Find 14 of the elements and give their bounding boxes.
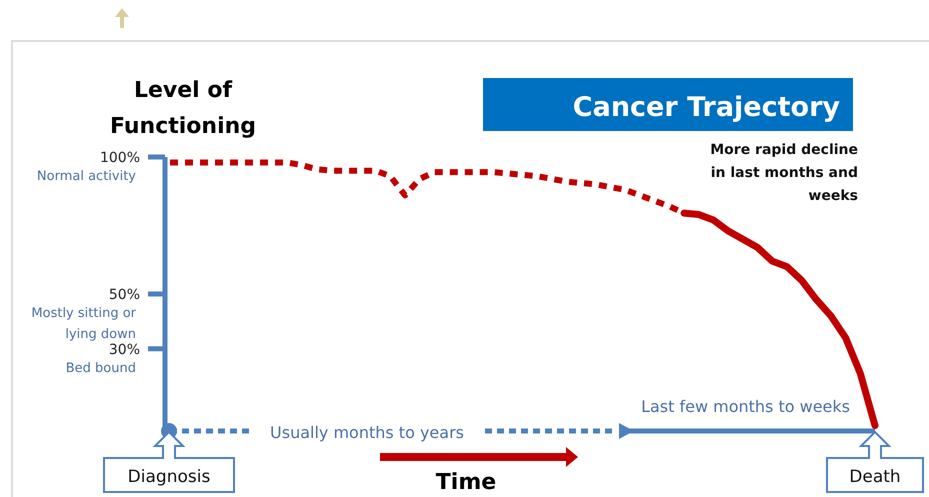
text: Mostly sitting or lying down xyxy=(31,306,137,342)
chart-title: Cancer Trajectory xyxy=(572,92,840,123)
y-tick-label: 50% xyxy=(108,287,140,303)
annotation: Last few months to weeks xyxy=(641,397,850,416)
text: Normal activity xyxy=(36,169,136,184)
text: Time xyxy=(436,470,496,495)
text: Diagnosis xyxy=(128,467,210,487)
y-axis-title: Level of Functioning xyxy=(110,78,256,139)
annotation: More rapid decline in last months and weeks xyxy=(710,142,858,204)
y-tick-label: 30% xyxy=(108,342,140,358)
annotation: Usually months to years xyxy=(270,423,464,442)
text: Bed bound xyxy=(66,360,136,376)
y-tick-label: 100% xyxy=(100,150,140,166)
text: Death xyxy=(849,467,901,487)
